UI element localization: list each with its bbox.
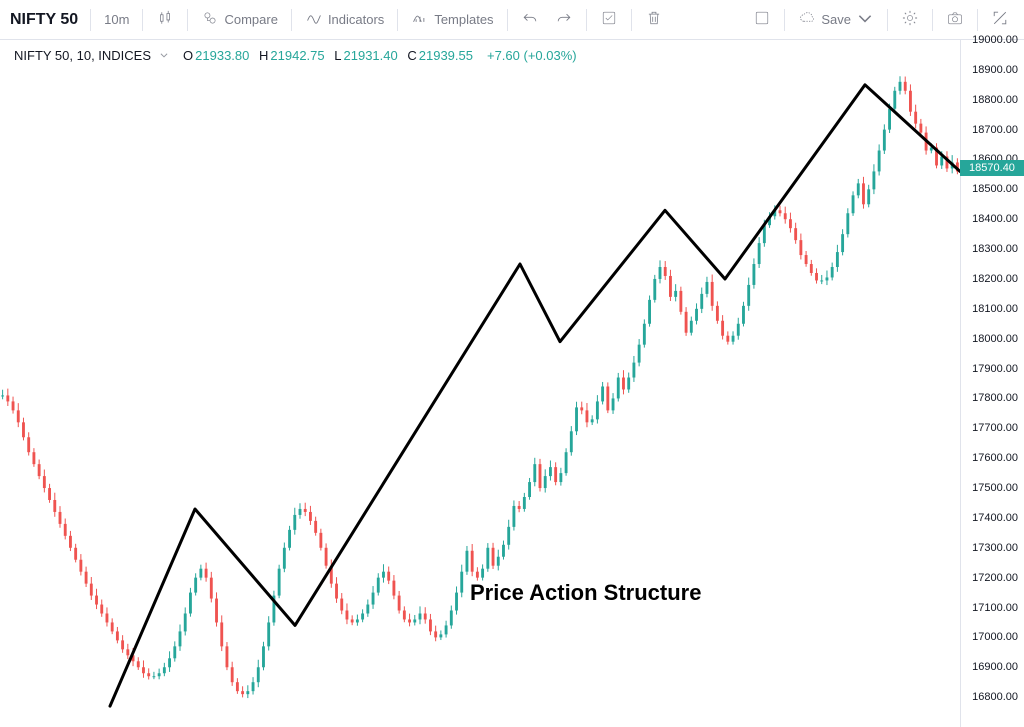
y-axis-tick: 18500.00	[972, 183, 1018, 195]
y-axis-tick: 16900.00	[972, 661, 1018, 673]
indicators-button[interactable]: Indicators	[300, 6, 389, 33]
ohlc-c-value: 21939.55	[419, 48, 473, 63]
y-axis-tick: 17900.00	[972, 363, 1018, 375]
delete-button[interactable]	[640, 6, 668, 33]
top-toolbar: NIFTY 50 10m Compare Indicators	[0, 0, 1024, 40]
indicators-label: Indicators	[328, 12, 384, 27]
symbol-name[interactable]: NIFTY 50	[10, 11, 82, 29]
undo-button[interactable]	[516, 6, 544, 33]
redo-icon	[555, 9, 573, 30]
ohlc-l-label: L	[334, 48, 341, 63]
candlestick-icon	[156, 9, 174, 30]
ohlc-o-label: O	[183, 48, 193, 63]
popout-icon	[991, 9, 1009, 30]
ohlc-h-value: 21942.75	[270, 48, 324, 63]
y-axis-tick: 17300.00	[972, 542, 1018, 554]
y-axis-tick: 18200.00	[972, 273, 1018, 285]
y-axis-tick: 17600.00	[972, 452, 1018, 464]
price-chart[interactable]	[0, 40, 960, 727]
camera-icon	[946, 9, 964, 30]
y-axis-tick: 19000.00	[972, 34, 1018, 46]
layout-button[interactable]	[748, 6, 776, 33]
ohlc-l-value: 21931.40	[344, 48, 398, 63]
compare-label: Compare	[224, 12, 277, 27]
y-axis-tick: 18800.00	[972, 94, 1018, 106]
fullscreen-button[interactable]	[986, 6, 1014, 33]
trash-icon	[645, 9, 663, 30]
cloud-icon	[798, 9, 816, 30]
check-icon	[600, 9, 618, 30]
compare-icon	[201, 9, 219, 30]
save-button[interactable]: Save	[793, 6, 879, 33]
templates-icon	[411, 9, 429, 30]
y-axis-tick: 16800.00	[972, 691, 1018, 703]
templates-button[interactable]: Templates	[406, 6, 498, 33]
undo-icon	[521, 9, 539, 30]
snapshot-button[interactable]	[941, 6, 969, 33]
y-axis-tick: 18100.00	[972, 303, 1018, 315]
legend-ohlc: O21933.80 H21942.75 L21931.40 C21939.55	[177, 48, 473, 63]
save-label: Save	[821, 12, 851, 27]
redo-button[interactable]	[550, 6, 578, 33]
toolbar-right: Save	[748, 6, 1014, 33]
interval-button[interactable]: 10m	[99, 9, 134, 30]
y-axis-tick: 17800.00	[972, 392, 1018, 404]
legend-change: +7.60 (+0.03%)	[487, 48, 577, 63]
chevron-down-icon[interactable]	[159, 48, 169, 63]
y-axis-tick: 17700.00	[972, 422, 1018, 434]
legend-bar: NIFTY 50, 10, INDICES O21933.80 H21942.7…	[14, 48, 577, 63]
chart-style-button[interactable]	[151, 6, 179, 33]
annotation-text[interactable]: Price Action Structure	[470, 580, 701, 606]
apply-button[interactable]	[595, 6, 623, 33]
y-axis-tick: 18400.00	[972, 213, 1018, 225]
legend-symbol[interactable]: NIFTY 50, 10, INDICES	[14, 48, 151, 63]
gear-icon	[901, 9, 919, 30]
indicators-icon	[305, 9, 323, 30]
y-axis-tick: 17500.00	[972, 482, 1018, 494]
templates-label: Templates	[434, 12, 493, 27]
y-axis-tick: 17000.00	[972, 631, 1018, 643]
compare-button[interactable]: Compare	[196, 6, 282, 33]
last-price-tag: 18570.40	[960, 160, 1024, 176]
y-axis-tick: 18900.00	[972, 64, 1018, 76]
y-axis-tick: 17200.00	[972, 572, 1018, 584]
interval-label: 10m	[104, 12, 129, 27]
y-axis-tick: 18700.00	[972, 124, 1018, 136]
y-axis-tick: 18300.00	[972, 243, 1018, 255]
settings-button[interactable]	[896, 6, 924, 33]
toolbar-left: NIFTY 50 10m Compare Indicators	[10, 6, 668, 33]
ohlc-o-value: 21933.80	[195, 48, 249, 63]
layout-icon	[753, 9, 771, 30]
chevron-down-icon	[856, 9, 874, 30]
y-axis-tick: 17100.00	[972, 602, 1018, 614]
y-axis-tick: 17400.00	[972, 512, 1018, 524]
ohlc-h-label: H	[259, 48, 268, 63]
price-axis[interactable]: 19000.0018900.0018800.0018700.0018600.00…	[960, 40, 1024, 727]
ohlc-c-label: C	[407, 48, 416, 63]
chart-area[interactable]: Price Action Structure	[0, 40, 960, 727]
y-axis-tick: 18000.00	[972, 333, 1018, 345]
